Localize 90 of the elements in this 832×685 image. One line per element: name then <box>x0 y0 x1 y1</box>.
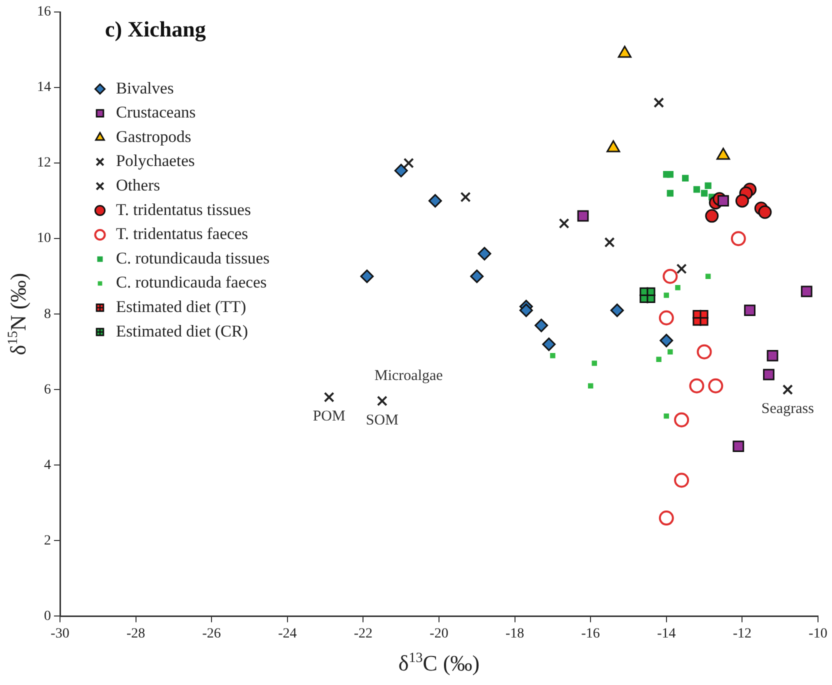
point <box>782 384 793 395</box>
point <box>376 396 388 406</box>
point <box>730 231 746 246</box>
legend-label: Crustaceans <box>116 102 196 122</box>
y-tick-label: 8 <box>44 306 51 322</box>
point <box>758 205 772 219</box>
point <box>550 353 556 358</box>
legend-label: T. tridentatus faeces <box>116 224 248 244</box>
legend-label: Bivalves <box>116 78 174 98</box>
x-tick-label: -28 <box>126 626 146 642</box>
point <box>800 286 812 298</box>
point <box>658 510 674 526</box>
y-tick-label: 4 <box>44 458 51 473</box>
point <box>656 356 662 362</box>
point <box>763 368 774 380</box>
point <box>682 174 689 182</box>
legend-label: Gastropods <box>116 126 192 146</box>
x-tick-label: -12 <box>732 626 752 642</box>
legend-label: C. rotundicauda tissues <box>116 248 270 268</box>
point <box>693 186 700 193</box>
point <box>394 164 408 178</box>
y-axis-title: δ15N (‰) <box>6 272 31 356</box>
point <box>674 412 690 428</box>
point <box>735 194 749 208</box>
point <box>592 360 598 366</box>
point <box>696 344 712 360</box>
x-tick-label: -14 <box>657 626 676 642</box>
point <box>324 392 334 402</box>
point <box>470 270 484 284</box>
point <box>766 350 778 362</box>
legend-label: T. tridentatus tissues <box>116 200 251 219</box>
y-tick-label: 12 <box>37 156 51 171</box>
point <box>658 310 674 326</box>
point <box>610 304 624 318</box>
point <box>718 195 729 207</box>
point <box>668 349 673 354</box>
x-tick-label: -20 <box>430 626 448 642</box>
legend-label: Others <box>116 176 160 195</box>
point <box>360 270 374 284</box>
point <box>588 383 594 388</box>
point <box>666 171 674 178</box>
annotation: POM <box>312 408 346 425</box>
point <box>705 274 711 279</box>
point <box>460 192 471 202</box>
point <box>744 304 756 316</box>
x-tick-label: -22 <box>354 626 373 642</box>
annotation: Seagrass <box>761 401 814 418</box>
x-tick-label: -16 <box>581 626 600 642</box>
x-tick-label: -10 <box>808 626 828 642</box>
point <box>403 158 414 168</box>
point <box>732 440 744 452</box>
legend-label: Polychaetes <box>116 151 195 170</box>
point <box>478 246 492 260</box>
point <box>558 218 570 229</box>
annotation: SOM <box>366 412 398 428</box>
point <box>676 264 687 274</box>
point <box>708 378 724 394</box>
legend-label: Estimated diet (CR) <box>116 321 248 340</box>
point <box>675 285 680 290</box>
y-tick-label: 2 <box>44 533 51 548</box>
point <box>534 318 548 332</box>
y-tick-label: 10 <box>37 231 51 246</box>
y-tick-label: 0 <box>44 608 51 624</box>
chart-title: c) Xichang <box>105 16 206 42</box>
point <box>705 209 719 223</box>
point <box>689 378 704 394</box>
point <box>604 237 615 248</box>
point <box>654 97 664 108</box>
point <box>704 182 712 190</box>
legend-label: Estimated diet (TT) <box>116 297 246 316</box>
y-tick-label: 14 <box>37 80 51 96</box>
point <box>674 472 690 488</box>
point <box>428 194 442 208</box>
x-tick-label: -30 <box>50 626 70 642</box>
point <box>664 292 670 298</box>
point <box>662 268 678 284</box>
y-tick-label: 16 <box>37 4 51 20</box>
point <box>542 338 556 352</box>
point <box>519 304 533 318</box>
point <box>664 413 670 419</box>
point <box>666 190 674 197</box>
legend-label: C. rotundicauda faeces <box>116 272 267 292</box>
point <box>577 210 589 222</box>
x-tick-label: -18 <box>505 626 524 642</box>
x-tick-label: -24 <box>278 626 297 642</box>
point <box>700 190 708 197</box>
y-tick-label: 6 <box>44 382 51 398</box>
annotation: Microalgae <box>374 368 444 384</box>
point <box>660 334 674 348</box>
x-tick-label: -26 <box>202 626 221 642</box>
